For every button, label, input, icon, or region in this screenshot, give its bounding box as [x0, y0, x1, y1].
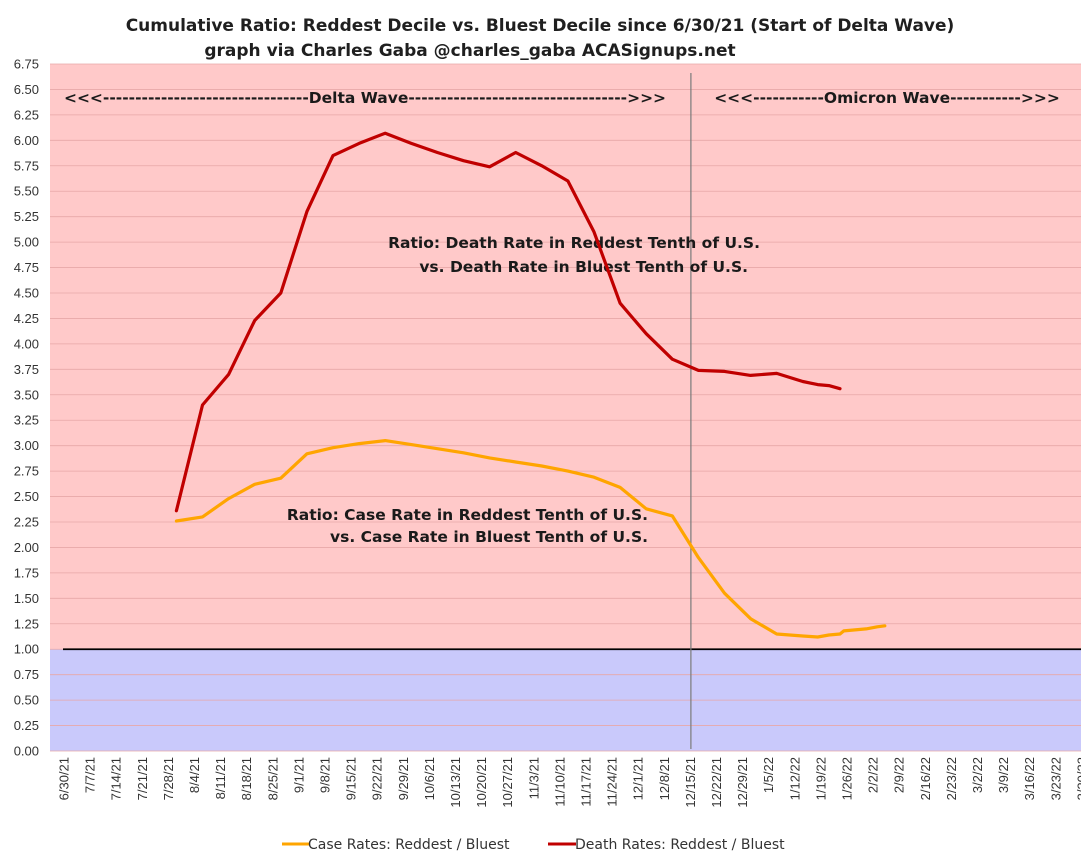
x-tick-label: 10/20/21 [474, 757, 489, 808]
x-tick-label: 7/21/21 [135, 757, 150, 800]
y-tick-label: 0.50 [14, 693, 39, 708]
omicron-wave-annotation: <<<-----------Omicron Wave----------->>> [714, 89, 1060, 107]
y-tick-label: 5.00 [14, 235, 39, 250]
y-tick-label: 3.25 [14, 413, 39, 428]
x-tick-label: 3/2/22 [970, 757, 985, 793]
x-tick-label: 1/26/22 [840, 757, 855, 800]
x-tick-label: 9/8/21 [318, 757, 333, 793]
x-tick-label: 2/2/22 [866, 757, 881, 793]
x-tick-label: 9/22/21 [370, 757, 385, 800]
x-tick-label: 9/15/21 [344, 757, 359, 800]
y-tick-label: 4.75 [14, 260, 39, 275]
y-tick-label: 0.25 [14, 718, 39, 733]
y-tick-label: 1.50 [14, 591, 39, 606]
y-tick-label: 6.25 [14, 107, 39, 122]
y-tick-label: 1.75 [14, 565, 39, 580]
case-series-label-line2: vs. Case Rate in Bluest Tenth of U.S. [330, 528, 648, 546]
y-tick-label: 3.50 [14, 387, 39, 402]
x-tick-label: 12/15/21 [683, 757, 698, 808]
y-tick-label: 2.25 [14, 515, 39, 530]
y-tick-label: 2.75 [14, 464, 39, 479]
x-tick-label: 10/6/21 [422, 757, 437, 800]
x-tick-label: 8/18/21 [239, 757, 254, 800]
y-tick-label: 3.75 [14, 362, 39, 377]
x-tick-label: 12/29/21 [735, 757, 750, 808]
y-tick-label: 4.00 [14, 336, 39, 351]
x-tick-label: 7/7/21 [83, 757, 98, 793]
x-tick-label: 9/29/21 [396, 757, 411, 800]
chart-subtitle: graph via Charles Gaba @charles_gaba ACA… [204, 41, 735, 61]
x-tick-label: 3/23/22 [1048, 757, 1063, 800]
x-tick-label: 11/24/21 [605, 757, 620, 807]
x-tick-label: 1/19/22 [813, 757, 828, 800]
gridlines [50, 63, 1081, 752]
y-tick-label: 1.25 [14, 616, 39, 631]
y-tick-label: 2.50 [14, 489, 39, 504]
case-series-label-line1: Ratio: Case Rate in Reddest Tenth of U.S… [287, 506, 648, 524]
legend-label-death: Death Rates: Reddest / Bluest [575, 837, 785, 853]
series-lines [174, 131, 887, 639]
y-tick-label: 2.00 [14, 540, 39, 555]
y-tick-label: 1.00 [14, 642, 39, 657]
x-tick-label: 10/13/21 [448, 757, 463, 808]
y-tick-label: 3.00 [14, 438, 39, 453]
y-tick-label: 4.50 [14, 286, 39, 301]
y-tick-label: 0.75 [14, 667, 39, 682]
y-axis-tick-labels: 0.00 0.25 0.50 0.75 1.00 1.25 1.50 1.75 2.00 2.25… [14, 57, 39, 759]
x-tick-label: 7/28/21 [161, 757, 176, 800]
x-tick-label: 7/14/21 [109, 757, 124, 800]
y-tick-label: 6.00 [14, 133, 39, 148]
y-tick-label: 5.25 [14, 209, 39, 224]
chart-title: Cumulative Ratio: Reddest Decile vs. Blu… [126, 16, 955, 36]
x-tick-label: 11/3/21 [526, 757, 541, 799]
background-above-baseline [50, 64, 1081, 650]
x-tick-label: 12/1/21 [631, 757, 646, 800]
x-tick-label: 8/11/21 [213, 757, 228, 799]
x-tick-label: 10/27/21 [500, 757, 515, 808]
x-tick-label: 11/17/21 [579, 757, 594, 807]
x-tick-label: 6/30/21 [57, 757, 72, 800]
x-tick-label: 9/1/21 [291, 757, 306, 793]
death-series-label-line2: vs. Death Rate in Bluest Tenth of U.S. [419, 258, 748, 276]
y-tick-label: 0.00 [14, 744, 39, 759]
x-tick-label: 11/10/21 [552, 757, 567, 807]
y-tick-label: 5.75 [14, 158, 39, 173]
y-tick-label: 4.25 [14, 311, 39, 326]
x-axis-tick-labels: 6/30/21 7/7/21 7/14/21 7/21/21 7/28/21 8/4/21… [57, 757, 1081, 808]
x-tick-label: 3/30/22 [1074, 757, 1081, 800]
x-tick-label: 12/22/21 [709, 757, 724, 808]
death-series-label-line1: Ratio: Death Rate in Reddest Tenth of U.… [388, 234, 760, 252]
legend: Case Rates: Reddest / Bluest Death Rates… [282, 837, 785, 853]
x-tick-label: 2/9/22 [892, 757, 907, 793]
x-tick-label: 8/25/21 [265, 757, 280, 800]
y-tick-label: 6.75 [14, 57, 39, 72]
x-tick-label: 1/12/22 [787, 757, 802, 800]
delta-wave-annotation: <<<--------------------------------Delta… [64, 89, 666, 107]
y-tick-label: 6.50 [14, 82, 39, 97]
x-tick-label: 1/5/22 [761, 757, 776, 793]
x-tick-label: 12/8/21 [657, 757, 672, 800]
x-tick-label: 2/16/22 [918, 757, 933, 800]
x-tick-label: 2/23/22 [944, 757, 959, 800]
x-tick-label: 3/9/22 [996, 757, 1011, 793]
legend-label-case: Case Rates: Reddest / Bluest [308, 837, 510, 853]
x-tick-label: 3/16/22 [1022, 757, 1037, 800]
y-tick-label: 5.50 [14, 184, 39, 199]
death-rates-line [174, 131, 842, 513]
x-tick-label: 8/4/21 [187, 757, 202, 793]
case-rates-line [174, 439, 887, 639]
